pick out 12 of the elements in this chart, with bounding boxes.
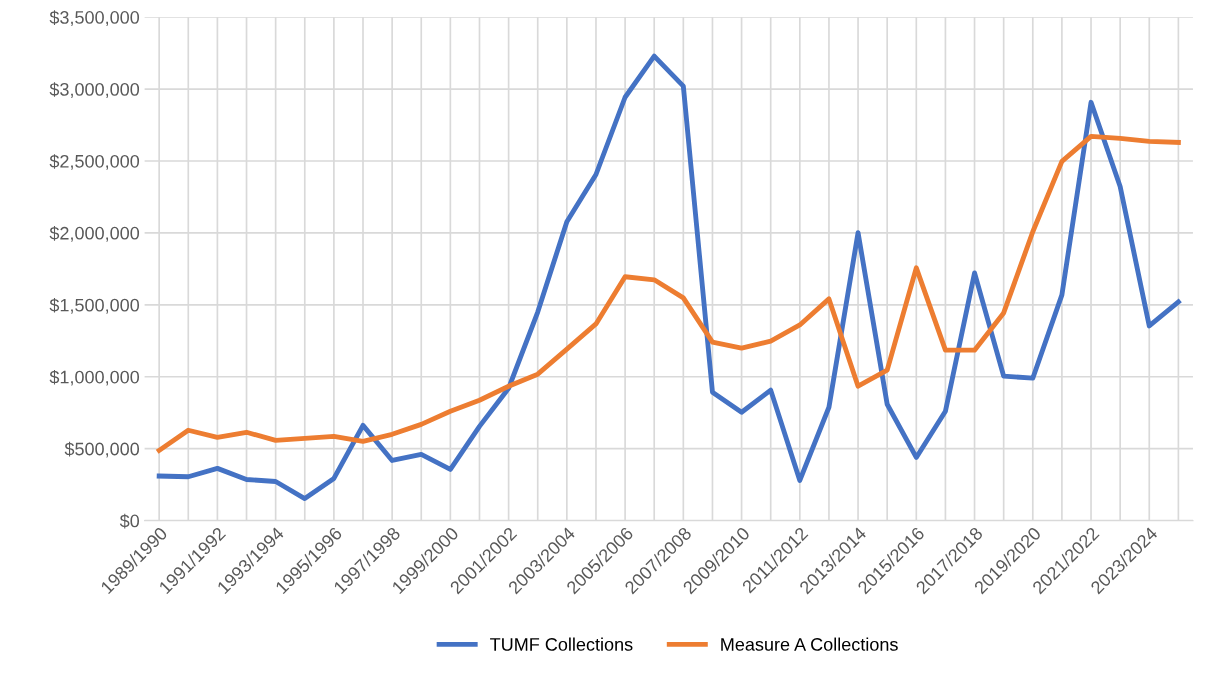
y-tick-label: $2,500,000 xyxy=(49,154,140,170)
y-tick-label: $1,000,000 xyxy=(49,369,140,386)
y-tick-label: $500,000 xyxy=(64,441,140,458)
y-tick-label: $3,500,000 xyxy=(49,10,140,26)
y-tick-label: $3,000,000 xyxy=(49,82,140,98)
y-tick-label: $1,500,000 xyxy=(49,298,140,314)
line-series xyxy=(156,53,1181,502)
y-tick-label: $2,000,000 xyxy=(49,226,140,242)
y-tick-label: $0 xyxy=(119,513,140,529)
line-series xyxy=(156,133,1181,453)
legend-label: TUMF Collections xyxy=(490,637,633,651)
legend-label: Measure A Collections xyxy=(721,637,898,651)
